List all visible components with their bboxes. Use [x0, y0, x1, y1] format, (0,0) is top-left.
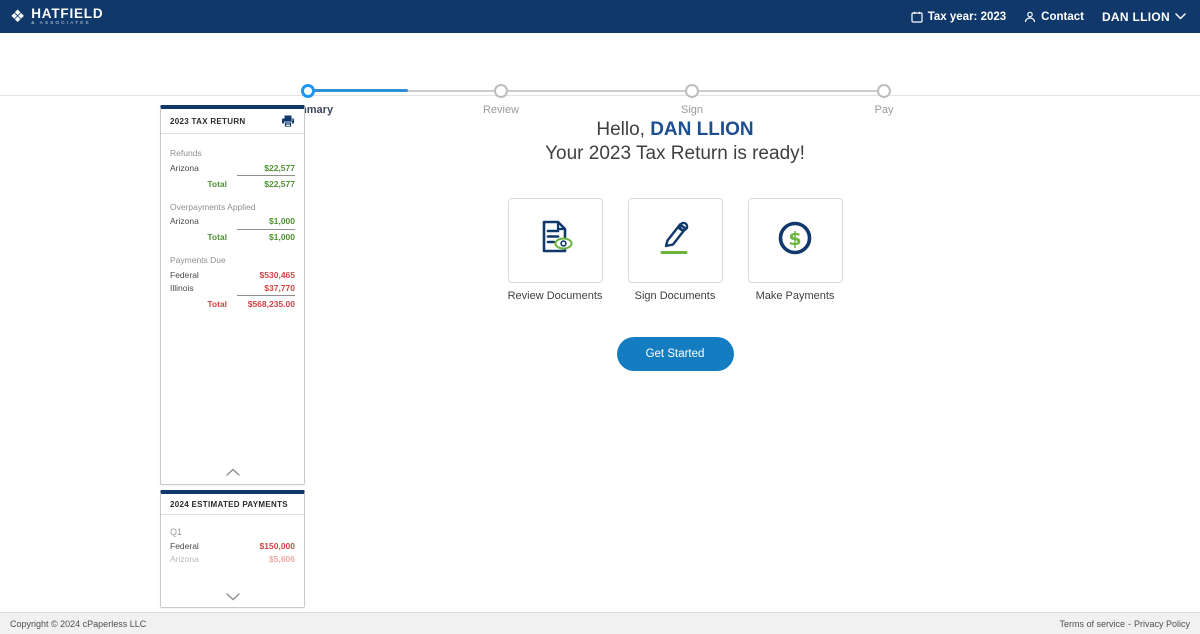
step-label-review[interactable]: Review: [482, 104, 520, 116]
page-footer: Copyright © 2024 cPaperless LLC Terms of…: [0, 612, 1200, 634]
logo-diamond-icon: ❖: [10, 7, 26, 26]
user-menu[interactable]: DAN LLION: [1102, 10, 1186, 24]
payments-due-total-row: Total $568,235.00: [170, 295, 295, 309]
footer-separator: -: [1127, 618, 1131, 629]
estimated-payments-card: 2024 ESTIMATED PAYMENTS Q1 Federal $150,…: [160, 490, 305, 608]
quarter-label: Q1: [170, 527, 183, 537]
refunds-total-row: Total $22,577: [170, 175, 295, 189]
section-title-overpayments: Overpayments Applied: [170, 201, 256, 212]
chevron-down-icon: [1175, 13, 1186, 20]
pen-icon: [652, 215, 698, 266]
dollar-circle-icon: $: [772, 215, 818, 266]
chevron-down-icon[interactable]: [225, 593, 240, 601]
user-name: DAN LLION: [1101, 9, 1170, 24]
step-circle-summary[interactable]: [301, 84, 315, 98]
greeting-heading: Hello, DAN LLION: [305, 118, 1045, 141]
step-label-sign[interactable]: Sign: [680, 104, 704, 116]
greeting-prefix: Hello,: [596, 119, 651, 140]
sign-documents-tile[interactable]: Sign Documents: [627, 198, 723, 304]
svg-text:$: $: [788, 228, 801, 250]
refund-row-arizona: Arizona $22,577: [170, 162, 295, 173]
contact-label: Contact: [1041, 10, 1084, 23]
step-circle-sign[interactable]: [685, 84, 699, 98]
logo-subtitle: & ASSOCIATES: [31, 20, 91, 25]
person-icon: [1024, 11, 1036, 23]
get-started-button[interactable]: Get Started: [616, 337, 734, 371]
tax-year-selector[interactable]: Tax year: 2023: [911, 11, 1006, 23]
step-circle-pay[interactable]: [877, 84, 891, 98]
stepper-progress-bar: [308, 89, 408, 92]
stepper-track: [308, 90, 884, 92]
estimated-card-title: 2024 ESTIMATED PAYMENTS: [170, 500, 288, 509]
top-navbar: ❖ HATFIELD & ASSOCIATES Tax year: 2023 C…: [0, 0, 1200, 33]
progress-stepper: Summary Review Sign Pay: [0, 33, 1200, 116]
estimated-row-federal: Federal $150,000: [170, 540, 295, 551]
action-label: Review Documents: [507, 290, 603, 302]
section-title-refunds: Refunds: [170, 148, 202, 158]
greeting-name: DAN LLION: [650, 119, 754, 140]
logo-title: HATFIELD: [31, 6, 104, 21]
document-eye-icon: [532, 215, 578, 266]
payment-row-federal: Federal $530,465: [170, 269, 295, 280]
copyright-text: Copyright © 2024 cPaperless LLC: [10, 618, 147, 629]
action-tiles: Review Documents Sign Documents: [305, 198, 1045, 304]
step-circle-review[interactable]: [494, 84, 508, 98]
estimated-row-arizona: Arizona $5,606: [170, 553, 295, 564]
overpayment-row-arizona: Arizona $1,000: [170, 216, 295, 226]
review-documents-tile[interactable]: Review Documents: [507, 198, 603, 304]
action-label: Sign Documents: [634, 290, 716, 302]
section-title-payments-due: Payments Due: [170, 255, 226, 265]
tax-year-label: Tax year: 2023: [927, 10, 1007, 23]
overpayments-total-row: Total $1,000: [170, 228, 295, 242]
make-payments-tile[interactable]: $ Make Payments: [747, 198, 843, 304]
tax-return-card-title: 2023 TAX RETURN: [170, 117, 246, 126]
main-content: Hello, DAN LLION Your 2023 Tax Return is…: [305, 96, 1045, 612]
chevron-up-icon[interactable]: [225, 468, 240, 476]
privacy-policy-link[interactable]: Privacy Policy: [1133, 618, 1190, 629]
action-label: Make Payments: [755, 290, 835, 302]
printer-icon[interactable]: [281, 115, 295, 128]
ready-subtitle: Your 2023 Tax Return is ready!: [545, 143, 805, 164]
company-logo[interactable]: ❖ HATFIELD & ASSOCIATES: [10, 7, 103, 26]
step-label-pay[interactable]: Pay: [874, 104, 894, 116]
tax-return-summary-card: 2023 TAX RETURN Refunds Arizona $22,577 …: [160, 105, 305, 485]
terms-of-service-link[interactable]: Terms of service: [1059, 618, 1125, 629]
calendar-icon: [911, 11, 923, 23]
contact-button[interactable]: Contact: [1024, 11, 1084, 23]
payment-row-illinois: Illinois $37,770: [170, 282, 295, 293]
